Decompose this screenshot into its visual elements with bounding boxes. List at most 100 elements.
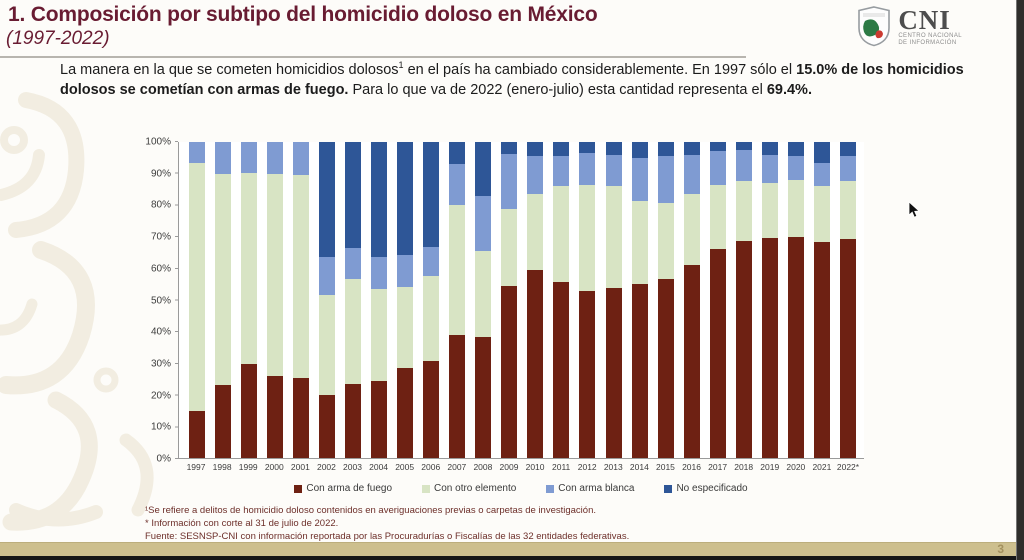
bar-slot [705,142,731,458]
header-divider [0,56,746,58]
bar-segment [345,142,362,248]
stacked-bar-1997 [189,142,206,458]
bar-segment [345,278,362,384]
cni-logo-text: CNI CENTRO NACIONAL DE INFORMACIÓN [898,5,962,47]
footer-bar: 3 [0,542,1024,556]
footnote-reference: 1 [398,60,404,71]
bar-segment [501,286,518,458]
intro-text-3: Para lo que va de 2022 (enero-julio) est… [348,81,767,98]
bar-slot [366,142,392,458]
legend-label: Con otro elemento [434,483,517,494]
stacked-bar-2010 [527,142,544,458]
bar-slot [392,142,418,458]
plot-area [175,141,864,460]
x-tick-label: 2020 [786,462,806,472]
bar-segment [267,375,284,458]
bar-segment [709,249,726,458]
stacked-bar-2013 [605,142,622,458]
bar-segment [449,164,466,205]
bar-slot [444,142,470,458]
right-edge-strip [1016,0,1024,560]
bar-segment [839,238,856,458]
bar-segment [709,151,726,185]
bar-segment [579,184,596,292]
x-tick-label: 2004 [369,462,389,472]
legend-item: Con otro elemento [422,483,516,494]
legend-label: No especificado [676,483,748,494]
bar-slot [184,142,210,458]
stacked-bar-2017 [709,142,726,458]
bar-segment [553,156,570,187]
stacked-bar-2018 [735,142,752,458]
bar-segment [501,142,518,155]
stacked-bar-2004 [371,142,388,458]
x-tick-label: 2000 [264,462,284,472]
bar-segment [215,142,232,175]
bar-segment [397,142,414,255]
x-tick-label: 2007 [447,462,467,472]
legend-swatch [546,484,555,493]
bar-segment [813,241,830,458]
x-tick-label: 2019 [760,462,780,472]
intro-text-1: La manera en la que se cometen homicidio… [60,62,399,78]
bar-slot [679,142,705,458]
y-tick-label: 60% [150,263,171,275]
intro-paragraph: La manera en la que se cometen homicidio… [60,61,988,100]
legend-label: Con arma de fuego [306,483,393,494]
bar-segment [631,283,648,458]
bar-segment [189,410,206,458]
bottom-edge-strip [0,556,1024,560]
bar-slot [601,142,627,458]
bar-segment [735,181,752,241]
bar-segment [761,142,778,155]
legend-item: Con arma blanca [546,483,634,494]
cni-acronym: CNI [898,5,951,35]
cni-org-line2: DE INFORMACIÓN [898,40,957,46]
bar-segment [215,384,232,458]
bar-slot [835,142,861,458]
x-tick-label: 2018 [734,462,754,472]
stacked-bar-2002 [319,142,336,458]
bar-segment [735,149,752,182]
bar-segment [371,142,388,258]
bar-segment [293,377,310,458]
y-tick-label: 40% [150,326,171,338]
bar-segment [787,155,804,180]
x-tick-label: 2003 [343,462,362,472]
x-tick-label: 2008 [473,462,493,472]
legend-swatch [422,484,431,493]
x-tick-label: 2006 [421,462,441,472]
x-tick-label: 2021 [812,462,832,472]
bar-segment [423,361,440,458]
intro-bold-2022: 69.4%. [766,81,812,98]
bar-segment [683,265,700,458]
footnote-source: Fuente: SESNSP-CNI con información repor… [145,531,630,542]
stacked-bar-2009 [501,142,518,458]
bar-segment [761,182,778,239]
bar-segment [475,336,492,458]
bar-segment [501,154,518,210]
bar-segment [683,154,700,195]
x-tick-label: 2012 [577,462,597,472]
bar-segment [241,142,258,173]
stacked-bar-2012 [579,142,596,458]
bar-segment [345,383,362,458]
chart-legend: Con arma de fuego Con otro elemento Con ar… [178,483,864,494]
bar-segment [371,288,388,381]
y-axis-ticks [175,141,178,460]
bar-segment [527,155,544,194]
legend-item: Con arma de fuego [294,483,392,494]
bar-segment [449,335,466,458]
bar-segment [527,142,544,156]
bar-segment [241,363,258,458]
bar-segment [397,368,414,458]
bar-segment [449,142,466,165]
bar-segment [787,179,804,237]
x-axis-labels: 1997 1998 1999 2000 2001 2002 2003 2004 2005 2006… [178,462,864,472]
bar-segment [475,251,492,337]
bar-slot [288,142,314,458]
bar-segment [631,201,648,284]
legend-label: Con arma blanca [558,483,635,494]
intro-text-2: en el país ha cambiado considerablemente… [403,62,797,78]
x-tick-label: 1997 [186,462,206,472]
